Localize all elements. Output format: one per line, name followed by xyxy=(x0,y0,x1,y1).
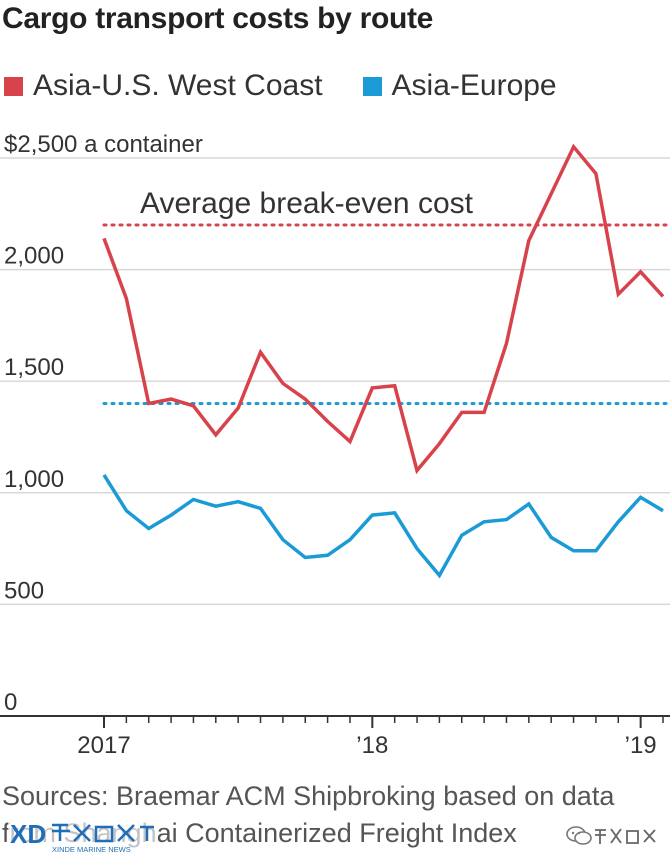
y-tick-label: 500 xyxy=(4,577,44,604)
y-tick-label: 1,500 xyxy=(4,354,64,381)
grid-lines xyxy=(0,157,670,606)
source-note: Sources: Braemar ACM Shipbroking based o… xyxy=(2,781,615,848)
series-line-0 xyxy=(102,143,665,475)
legend-label-europe: Asia-Europe xyxy=(391,69,557,102)
chart-title: Cargo transport costs by route xyxy=(2,2,434,35)
legend-swatch-europe xyxy=(362,76,382,96)
series-line-1 xyxy=(102,473,664,579)
legend-item-us-west-coast: Asia-U.S. West Coast xyxy=(4,69,323,103)
x-tick-label: 2017 xyxy=(77,732,130,759)
legend-item-europe: Asia-Europe xyxy=(362,69,557,103)
reference-lines: Average break-even cost xyxy=(102,187,670,406)
legend: Asia-U.S. West Coast Asia-Europe xyxy=(4,66,597,106)
x-tick-label: ’19 xyxy=(625,732,657,759)
legend-swatch-us-west-coast xyxy=(4,76,23,96)
axis-labels: 2,000 1,500 1,000 500 0 $2,500 a container 201… xyxy=(4,131,657,759)
reference-label: Average break-even cost xyxy=(140,187,474,220)
line-chart: Average break-even cost 2,000 1,500 1,000 5… xyxy=(0,131,670,759)
legend-label-us-west-coast: Asia-U.S. West Coast xyxy=(33,69,323,102)
x-axis xyxy=(0,715,670,728)
x-tick-label: ’18 xyxy=(356,732,388,759)
series-lines xyxy=(102,143,665,579)
y-tick-label: 2,000 xyxy=(4,243,64,270)
y-tick-label: 0 xyxy=(4,689,17,716)
y-tick-label: 1,000 xyxy=(4,466,64,493)
y-unit-label: $2,500 a container xyxy=(4,131,203,158)
